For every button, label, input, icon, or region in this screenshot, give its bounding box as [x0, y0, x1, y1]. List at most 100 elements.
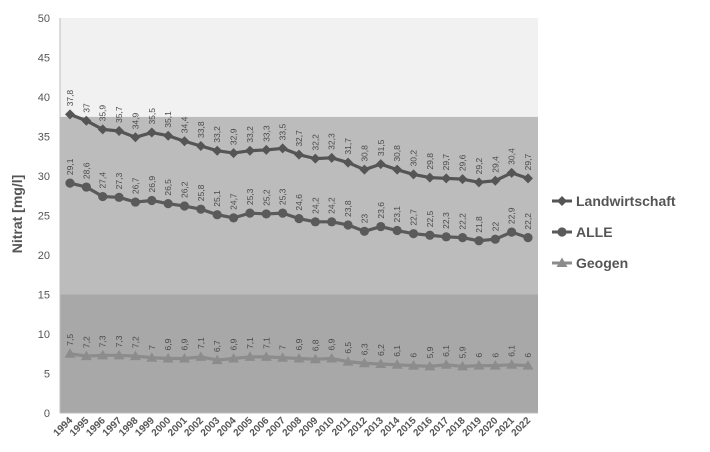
data-label: 7,3: [98, 335, 108, 347]
triangle-marker: [522, 360, 534, 370]
data-label: 29,1: [65, 158, 75, 175]
series-landwirtschaft: 37,8 37 35,9 35,7 34,9 35,5 35,1 34,4 33,8 33,2 32…: [65, 90, 533, 188]
diamond-marker: [294, 149, 304, 160]
circle-marker: [114, 192, 124, 202]
legend: Landwirtschaft ALLE Geogen: [552, 193, 676, 271]
diamond-marker: [473, 177, 484, 188]
data-label: 30,8: [392, 145, 402, 162]
circle-marker: [179, 201, 190, 211]
data-label: 32,3: [327, 133, 337, 150]
circle-marker: [147, 195, 157, 206]
data-label: 22: [490, 221, 500, 231]
data-label: 6,7: [212, 340, 222, 352]
circle-marker: [425, 230, 435, 240]
legend-entry-landwirtschaft: Landwirtschaft: [552, 193, 676, 209]
circle-marker: [163, 199, 173, 209]
triangle-marker: [440, 359, 452, 369]
triangle-marker: [195, 351, 207, 361]
circle-marker: [359, 226, 370, 236]
background-band-2: [60, 18, 538, 117]
data-label: 37,8: [65, 90, 75, 107]
circle-marker: [81, 182, 91, 192]
data-label: 26,7: [130, 177, 140, 194]
data-label: 5,9: [425, 346, 435, 358]
data-label: 25,2: [261, 189, 271, 206]
triangle-marker: [64, 348, 76, 358]
diamond-marker: [375, 159, 386, 170]
triangle-marker: [342, 356, 354, 366]
data-label: 25,1: [212, 190, 222, 207]
circle-marker: [245, 208, 255, 218]
triangle-marker: [489, 360, 501, 370]
triangle-marker: [179, 352, 190, 363]
data-label: 21,8: [474, 216, 484, 233]
data-label: 26,5: [163, 179, 173, 196]
triangle-marker: [277, 352, 289, 362]
data-label: 33,5: [278, 124, 288, 141]
circle-marker: [196, 204, 206, 214]
y-tick-label: 35: [38, 132, 50, 144]
data-label: 24,2: [327, 197, 337, 214]
background-band-1: [60, 116, 538, 295]
legend-label: Landwirtschaft: [576, 193, 676, 209]
diamond-marker: [490, 175, 501, 186]
plot-area: 37,8 37 35,9 35,7 34,9 35,5 35,1 34,4 33,8 33,2 32…: [64, 90, 534, 371]
data-label: 22,7: [409, 209, 419, 226]
triangle-marker: [556, 257, 568, 267]
data-label: 6: [523, 353, 533, 358]
data-label: 6,1: [441, 345, 451, 357]
diamond-marker: [277, 143, 288, 154]
y-tick-label: 25: [38, 211, 50, 223]
data-label: 35,9: [98, 105, 108, 122]
data-label: 31,5: [376, 139, 386, 156]
data-label: 24,2: [310, 197, 320, 214]
triangle-marker: [293, 352, 305, 363]
data-label: 22,2: [458, 213, 468, 230]
circle-marker: [212, 210, 222, 220]
data-label: 23: [359, 214, 369, 224]
data-label: 33,2: [212, 126, 222, 143]
x-axis: 1994199519961997199819992000200120022003…: [52, 412, 538, 439]
legend-entry-geogen: Geogen: [552, 255, 628, 271]
data-label: 31,7: [343, 138, 353, 155]
triangle-marker: [113, 349, 125, 360]
x-tick-label: 2022: [510, 415, 534, 439]
data-label: 29,6: [458, 154, 468, 171]
y-tick-label: 10: [38, 329, 50, 341]
triangle-marker: [506, 359, 518, 369]
data-label: 22,2: [523, 213, 533, 230]
circle-marker: [490, 234, 500, 244]
data-label: 27,4: [98, 172, 108, 189]
data-label: 29,8: [425, 153, 435, 170]
data-label: 7,1: [196, 337, 206, 349]
diamond-marker: [114, 125, 125, 136]
diamond-marker: [244, 145, 255, 156]
triangle-marker: [358, 357, 370, 368]
data-label: 22,3: [441, 212, 451, 229]
triangle-marker: [309, 353, 321, 364]
legend-entry-alle: ALLE: [552, 224, 613, 240]
data-label: 33,2: [245, 126, 255, 143]
triangle-marker: [457, 360, 469, 371]
diamond-marker: [359, 164, 370, 175]
data-label: 6,3: [359, 343, 369, 355]
data-label: 6,9: [294, 338, 304, 350]
data-label: 6,1: [392, 345, 402, 357]
data-label: 7,5: [65, 334, 75, 346]
circle-marker: [376, 221, 386, 232]
circle-marker: [441, 232, 451, 242]
data-label: 6,1: [507, 345, 517, 357]
circle-marker: [261, 209, 271, 219]
triangle-marker: [228, 352, 240, 363]
data-label: 6,9: [163, 338, 173, 350]
data-label: 6,9: [229, 338, 239, 350]
triangle-marker: [424, 360, 436, 371]
y-axis-title: Nitrat [mg/l]: [9, 175, 25, 254]
diamond-marker: [195, 140, 206, 151]
y-tick-label: 40: [38, 92, 50, 104]
data-label: 7,3: [114, 335, 124, 347]
data-label: 7: [147, 345, 157, 350]
data-label: 24,6: [294, 194, 304, 211]
data-label: 33,3: [261, 125, 271, 142]
